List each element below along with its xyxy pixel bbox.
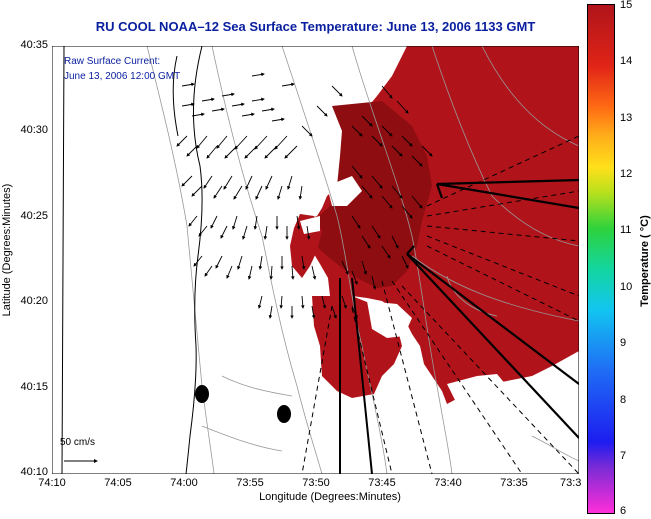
map-title: RU COOL NOAA–12 Sea Surface Temperature:… — [95, 19, 536, 34]
colorbar-tick-label: 11 — [620, 224, 632, 236]
x-axis-label: Longitude (Degrees:Minutes) — [259, 491, 401, 503]
y-tick-label: 40:15 — [20, 381, 48, 393]
bathymetry-contours — [146, 46, 579, 474]
y-tick-label: 40:35 — [20, 39, 48, 51]
y-tick-label: 40:25 — [20, 210, 48, 222]
y-tick-label: 40:10 — [20, 466, 48, 478]
station-markers — [195, 385, 291, 423]
y-tick-label: 40:30 — [20, 124, 48, 136]
colorbar-tick-label: 15 — [620, 0, 633, 11]
x-tick-label: 74:10 — [38, 477, 66, 489]
x-tick-label: 73:50 — [302, 477, 330, 489]
x-tick-label: 73:45 — [368, 477, 396, 489]
sst-field — [290, 46, 579, 412]
y-tick-label: 40:20 — [20, 295, 48, 307]
current-annotation-line1: Raw Surface Current: — [64, 56, 161, 67]
colorbar-tick-label: 6 — [620, 505, 627, 517]
current-annotation-line2: June 13, 2006 12:00 GMT — [64, 71, 181, 82]
x-tick-label: 73:35 — [500, 477, 528, 489]
x-tick-label: 73:3 — [560, 477, 582, 489]
x-tick-label: 74:00 — [170, 477, 198, 489]
temperature-colorbar — [587, 4, 615, 514]
colorbar-tick-label: 14 — [620, 55, 633, 67]
x-tick-label: 73:40 — [434, 477, 462, 489]
y-axis-label: Latitude (Degrees:Minutes) — [1, 183, 13, 317]
x-tick-label: 74:05 — [104, 477, 132, 489]
colorbar-tick-label: 7 — [620, 450, 627, 462]
colorbar-tick-label: 8 — [620, 394, 627, 406]
scale-label: 50 cm/s — [60, 437, 96, 448]
map-plot — [52, 46, 579, 474]
transect-lines — [301, 135, 579, 474]
colorbar-tick-label: 10 — [620, 281, 633, 293]
surface-current-vectors — [176, 72, 433, 319]
colorbar-label: Temperature ( °C) — [639, 215, 651, 307]
x-tick-label: 73:55 — [236, 477, 264, 489]
coastline — [61, 46, 203, 474]
colorbar-tick-label: 9 — [620, 337, 627, 349]
colorbar-tick-label: 13 — [620, 112, 633, 124]
colorbar-tick-label: 12 — [620, 168, 633, 180]
